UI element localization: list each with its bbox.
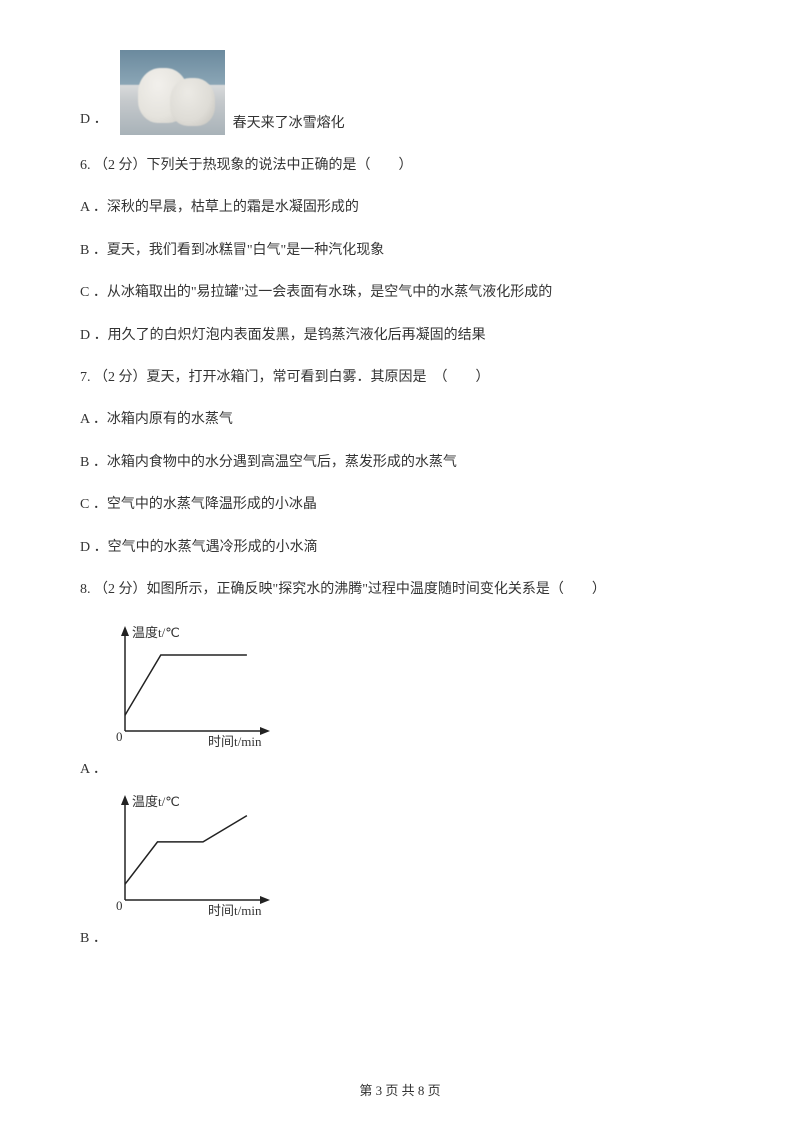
q7-option-b: B ．冰箱内食物中的水分遇到高温空气后，蒸发形成的水蒸气 (80, 452, 720, 474)
q7-stem: 7. （2 分）夏天，打开冰箱门，常可看到白雾．其原因是 （ ） (80, 367, 720, 389)
q6-option-b: B ．夏天，我们看到冰糕冒"白气"是一种汽化现象 (80, 240, 720, 262)
q6-option-a: A ．深秋的早晨，枯草上的霜是水凝固形成的 (80, 197, 720, 219)
option-letter: D ． (80, 109, 108, 135)
q8-stem: 8. （2 分）如图所示，正确反映"探究水的沸腾"过程中温度随时间变化关系是（ … (80, 579, 720, 601)
option-d-with-image: D ． 春天来了冰雪熔化 (80, 50, 720, 135)
q7-option-d: D ．空气中的水蒸气遇冷形成的小水滴 (80, 537, 720, 559)
q7-option-c: C ．空气中的水蒸气降温形成的小冰晶 (80, 494, 720, 516)
q8-chart-b-container: 0 温度t/℃ 时间t/min B ． (80, 790, 720, 950)
chart-b-ylabel: 温度t/℃ (132, 794, 180, 809)
q8-option-a-letter: A ． (80, 759, 720, 781)
chart-a-xlabel: 时间t/min (208, 734, 262, 749)
chart-b-xlabel: 时间t/min (208, 903, 262, 918)
q7-option-a: A ．冰箱内原有的水蒸气 (80, 409, 720, 431)
svg-text:0: 0 (116, 898, 123, 913)
page-footer: 第 3 页 共 8 页 (0, 1081, 800, 1102)
q8-option-b-letter: B ． (80, 928, 720, 950)
chart-a-ylabel: 温度t/℃ (132, 625, 180, 640)
q6-option-c: C ．从冰箱取出的"易拉罐"过一会表面有水珠，是空气中的水蒸气液化形成的 (80, 282, 720, 304)
q8-chart-a-container: 0 温度t/℃ 时间t/min A ． (80, 621, 720, 781)
option-text: 春天来了冰雪熔化 (233, 113, 345, 135)
ice-melting-photo (120, 50, 225, 135)
svg-text:0: 0 (116, 729, 123, 744)
q8-chart-a: 0 温度t/℃ 时间t/min (100, 621, 280, 751)
q6-stem: 6. （2 分）下列关于热现象的说法中正确的是（ ） (80, 155, 720, 177)
q6-option-d: D ．用久了的白炽灯泡内表面发黑，是钨蒸汽液化后再凝固的结果 (80, 325, 720, 347)
q8-chart-b: 0 温度t/℃ 时间t/min (100, 790, 280, 920)
